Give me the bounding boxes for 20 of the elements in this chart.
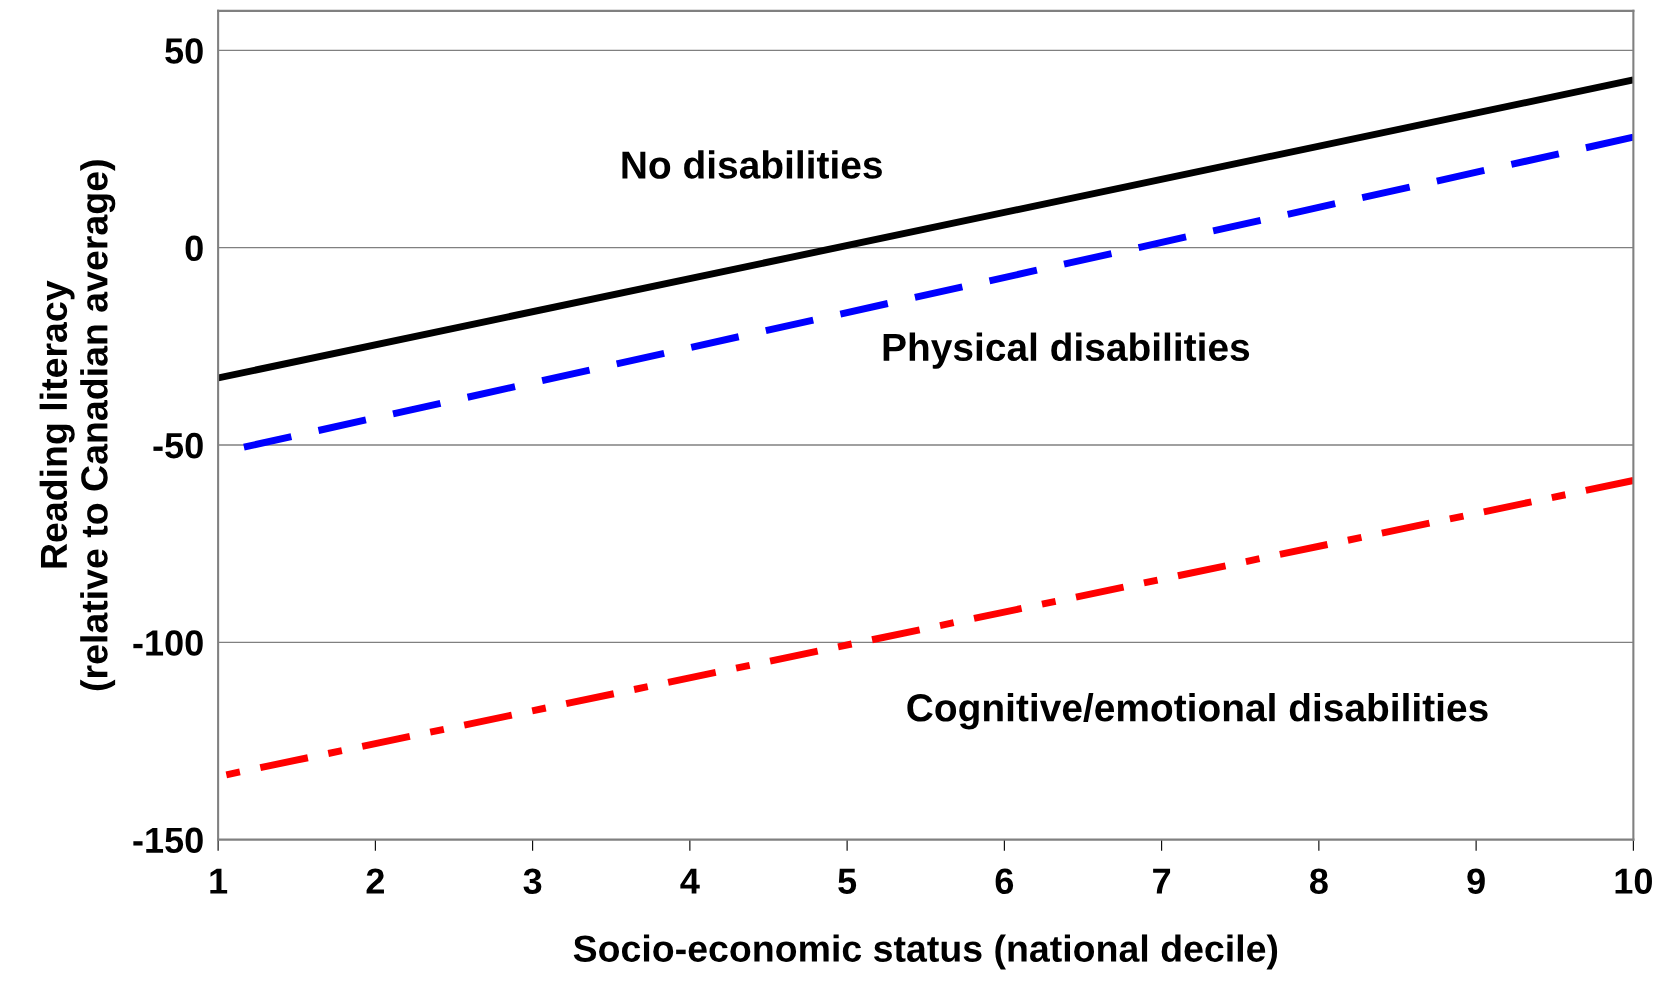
x-tick-label: 8 (1309, 868, 1328, 894)
x-tick-label: 5 (838, 868, 857, 894)
x-tick-label: 9 (1467, 868, 1485, 894)
x-tick-label: 1 (210, 868, 228, 894)
y-axis-title: Reading literacy (relative to Canadian average) (39, 160, 116, 691)
x-tick-label: 7 (1153, 868, 1171, 894)
y-tick-label: 0 (185, 235, 203, 262)
x-axis-title: Socio-economic status (national decile) (573, 934, 1278, 970)
x-tick-label: 2 (366, 868, 384, 894)
y-tick-label: 50 (165, 38, 203, 64)
x-tick-label: 3 (523, 868, 542, 895)
x-tick-label: 4 (680, 868, 700, 894)
x-tick-label: 6 (995, 868, 1014, 894)
series-label: No disabilities (622, 150, 882, 179)
y-tick-label: -100 (133, 630, 203, 656)
y-tick-label: -150 (133, 827, 203, 854)
series-label: Physical disabilities (883, 332, 1250, 369)
series-label: Cognitive/emotional disabilities (907, 692, 1488, 730)
y-tick-label: -50 (153, 432, 203, 459)
x-tick-label: 10 (1615, 868, 1652, 894)
